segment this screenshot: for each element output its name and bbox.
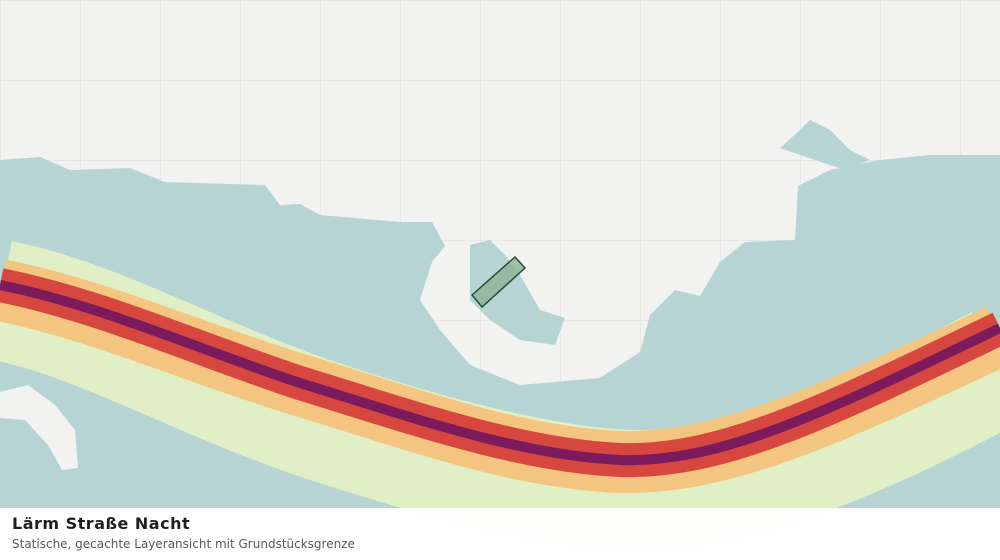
lake-bay [905, 255, 1000, 335]
lake [795, 343, 858, 370]
layer-subtitle: Statische, gecachte Layeransicht mit Gru… [12, 537, 355, 551]
land-patch [0, 385, 78, 470]
parcel-boundary[interactable] [470, 255, 527, 309]
caption-box [0, 508, 1000, 560]
water-islet [780, 120, 870, 170]
noise-layer [0, 241, 1000, 550]
noise-band-very-high [0, 280, 1000, 466]
layer-title: Lärm Straße Nacht [12, 514, 190, 533]
water-inlet [470, 240, 565, 345]
